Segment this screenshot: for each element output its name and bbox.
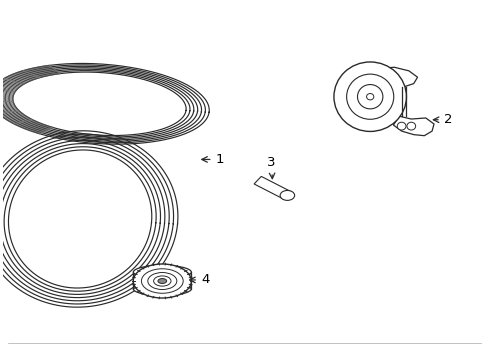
Polygon shape — [0, 66, 60, 134]
Polygon shape — [365, 67, 417, 87]
Polygon shape — [13, 72, 186, 135]
Text: 3: 3 — [267, 156, 275, 179]
Ellipse shape — [133, 264, 191, 298]
Polygon shape — [393, 116, 433, 136]
Polygon shape — [254, 176, 290, 199]
Ellipse shape — [346, 74, 393, 119]
Ellipse shape — [280, 190, 294, 201]
Ellipse shape — [396, 122, 405, 130]
Ellipse shape — [133, 282, 191, 296]
Text: 2: 2 — [432, 113, 451, 126]
Ellipse shape — [153, 276, 171, 286]
Ellipse shape — [357, 85, 382, 109]
Ellipse shape — [406, 122, 415, 130]
Text: 4: 4 — [189, 274, 209, 287]
Ellipse shape — [133, 265, 191, 279]
Ellipse shape — [147, 273, 177, 289]
Ellipse shape — [333, 62, 406, 131]
Text: 1: 1 — [202, 153, 224, 166]
Ellipse shape — [141, 269, 183, 293]
Polygon shape — [8, 150, 151, 288]
Ellipse shape — [158, 279, 166, 283]
Ellipse shape — [366, 94, 373, 100]
